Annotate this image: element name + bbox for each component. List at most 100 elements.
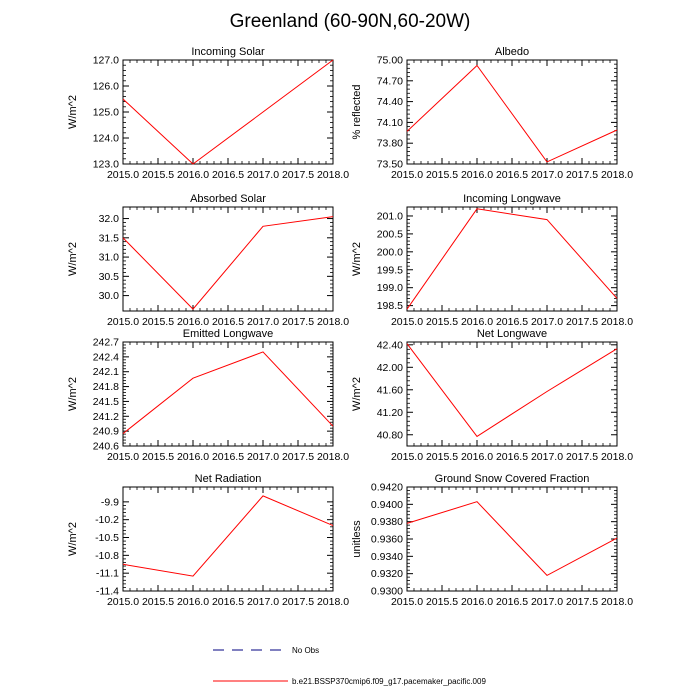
x-tick-label: 2016.0 [177,316,209,328]
y-tick-label: 0.9380 [371,516,403,528]
x-tick-label: 2018.0 [601,169,633,181]
plot-frame [122,341,334,447]
y-tick-label: 0.9320 [371,568,403,580]
y-tick-label: 199.0 [377,282,403,294]
y-axis-label: W/m^2 [67,242,79,276]
x-tick-label: 2017.5 [282,169,314,181]
plot-frame [406,341,618,447]
plot-frame [406,206,618,312]
x-tick-label: 2016.5 [212,451,244,463]
series-line [122,351,334,434]
y-tick-label: 241.8 [93,381,119,393]
y-tick-label: 242.7 [93,337,119,349]
panel-albedo: Albedo 2015.0 2015.5 2016.0 2016.5 2017.0 2017… [351,46,633,181]
x-tick-label: 2018.0 [317,451,349,463]
x-tick-label: 2015.5 [426,316,458,328]
y-tick-label: 42.00 [377,362,403,374]
y-axis-label: W/m^2 [67,377,79,411]
y-tick-label: 0.9420 [371,482,403,494]
y-axis-label: W/m^2 [351,242,363,276]
series-line [406,64,618,163]
y-tick-label: 31.5 [99,232,120,244]
x-tick-label: 2017.5 [566,451,598,463]
x-tick-label: 2017.5 [282,596,314,608]
legend-label-model: b.e21.BSSP370cmip6.f09_g17.pacemaker_pac… [292,677,486,686]
x-tick-label: 2016.0 [177,596,209,608]
x-tick-label: 2016.5 [496,316,528,328]
y-axis-label: W/m^2 [351,377,363,411]
x-tick-label: 2017.0 [247,169,279,181]
y-tick-label: 42.40 [377,339,403,351]
y-tick-label: 74.70 [377,75,403,87]
y-tick-label: 40.80 [377,429,403,441]
plot-frame [122,486,334,592]
legend: No Obs b.e21.BSSP370cmip6.f09_g17.pacema… [213,646,486,686]
series-line [122,216,334,310]
x-tick-label: 2016.0 [461,596,493,608]
x-tick-label: 2017.0 [247,451,279,463]
y-tick-label: 241.5 [93,396,119,408]
y-tick-label: 240.9 [93,426,119,438]
panel-title: Albedo [495,46,529,58]
panel-emitted-longwave: Emitted Longwave 2015.0 2015.5 2016.0 2016.5… [67,328,349,463]
plot-frame [406,59,618,165]
y-tick-label: 73.50 [377,159,403,171]
x-tick-label: 2015.0 [107,596,139,608]
y-tick-label: 74.40 [377,96,403,108]
legend-label-no-obs: No Obs [292,646,319,655]
panel-ground-snow-covered-fraction: Ground Snow Covered Fraction 2015.0 2015.5… [351,473,633,608]
x-tick-label: 2015.5 [142,169,174,181]
y-tick-label: 73.80 [377,138,403,150]
y-tick-label: -10.2 [95,514,119,526]
x-tick-label: 2017.5 [566,596,598,608]
x-tick-label: 2015.0 [391,596,423,608]
x-tick-label: 2017.5 [282,316,314,328]
x-tick-label: 2017.5 [566,316,598,328]
x-tick-label: 2015.5 [142,451,174,463]
y-tick-label: 200.5 [377,228,403,240]
panel-title: Absorbed Solar [190,193,266,205]
y-tick-label: 127.0 [93,55,119,67]
y-tick-label: 0.9360 [371,534,403,546]
x-tick-label: 2017.5 [566,169,598,181]
y-tick-label: 30.0 [99,290,120,302]
x-tick-label: 2018.0 [601,596,633,608]
x-tick-label: 2017.0 [247,316,279,328]
x-tick-label: 2017.0 [531,596,563,608]
x-tick-label: 2015.0 [107,451,139,463]
y-tick-label: 240.6 [93,441,119,453]
x-tick-label: 2018.0 [317,596,349,608]
y-axis-label: W/m^2 [67,522,79,556]
series-line [406,208,618,310]
series-line [122,495,334,577]
series-line [406,343,618,438]
y-tick-label: 200.0 [377,246,403,258]
x-tick-label: 2015.0 [107,316,139,328]
x-tick-label: 2016.5 [212,169,244,181]
x-tick-label: 2016.5 [212,316,244,328]
x-tick-label: 2017.5 [282,451,314,463]
x-tick-label: 2015.5 [142,596,174,608]
x-tick-label: 2016.5 [496,451,528,463]
x-tick-label: 2016.5 [212,596,244,608]
x-tick-label: 2016.0 [177,451,209,463]
x-tick-label: 2016.0 [461,316,493,328]
plot-frame [122,59,334,165]
x-tick-label: 2015.0 [391,316,423,328]
y-tick-label: 125.0 [93,107,119,119]
x-tick-label: 2017.0 [247,596,279,608]
y-tick-label: -11.4 [96,586,119,598]
plot-frame [122,206,334,312]
y-tick-label: 126.0 [93,81,119,93]
x-tick-label: 2015.0 [107,169,139,181]
y-axis-label: unitless [351,520,363,558]
y-tick-label: -10.8 [95,550,119,562]
y-tick-label: 0.9340 [371,551,403,563]
x-tick-label: 2017.0 [531,316,563,328]
y-axis-label: % reflected [351,84,363,139]
panel-title: Ground Snow Covered Fraction [435,473,590,485]
x-tick-label: 2015.5 [426,451,458,463]
x-tick-label: 2015.5 [142,316,174,328]
